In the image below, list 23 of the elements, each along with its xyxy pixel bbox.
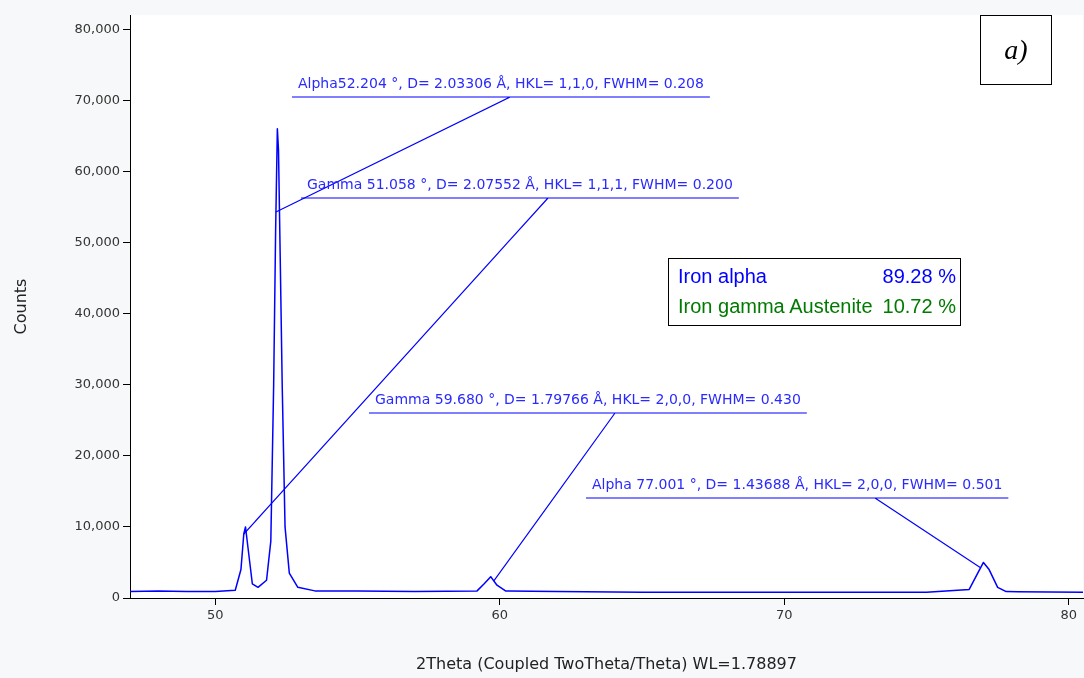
y-tick-label: 10,000 [74,518,120,534]
y-tick-label: 20,000 [74,447,120,463]
y-tick-label: 70,000 [74,91,120,107]
x-tick-label: 50 [207,607,224,623]
annotation: a) [1004,34,1028,66]
x-axis-title: 2Theta (Coupled TwoTheta/Theta) WL=1.78897 [416,653,797,673]
annotation: Gamma 59.680 °, D= 1.79766 Å, HKL= 2,0,0, FWHM= 0.430 [375,391,801,407]
y-tick-label: 40,000 [74,304,120,320]
x-tick-label: 60 [491,607,509,623]
y-tick-label: 60,000 [74,162,120,178]
y-tick-label: 30,000 [74,376,120,392]
y-tick-label: 0 [111,589,120,605]
annotation: 10.72 % [882,294,956,319]
x-tick-label: 70 [776,607,793,623]
x-tick-label: 80 [1060,607,1078,623]
annotation: Iron alpha [678,264,767,289]
y-axis-title: Counts [10,278,30,335]
annotation: Alpha52.204 °, D= 2.03306 Å, HKL= 1,1,0, FWHM= 0.208 [298,75,704,91]
y-tick-label: 80,000 [74,20,120,36]
annotation: Alpha 77.001 °, D= 1.43688 Å, HKL= 2,0,0, FWHM= 0.501 [592,476,1003,492]
annotation: Iron gamma Austenite [678,294,873,319]
y-tick-label: 50,000 [74,233,120,249]
annotation: 89.28 % [882,264,956,289]
